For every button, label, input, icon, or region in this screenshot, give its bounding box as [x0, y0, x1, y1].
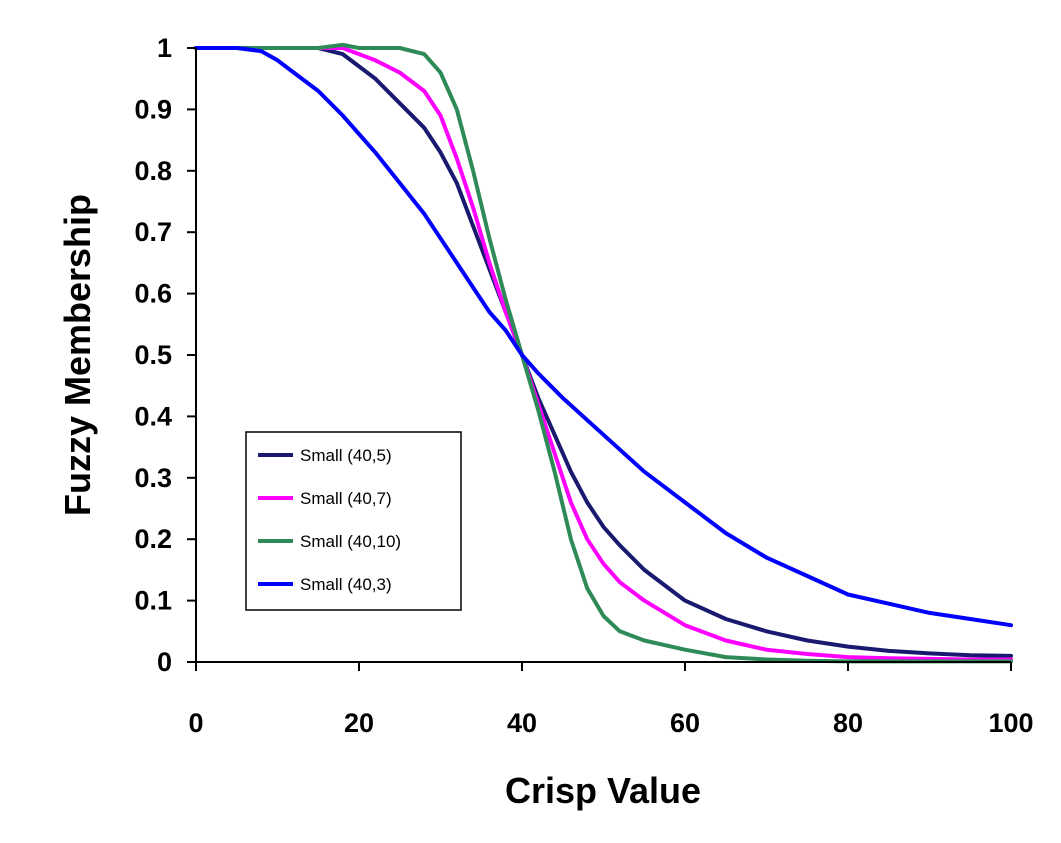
y-tick-label: 0.1 — [134, 586, 172, 616]
x-tick-label: 60 — [670, 708, 700, 738]
y-tick-label: 0.4 — [134, 401, 172, 431]
y-tick-label: 0 — [157, 647, 172, 677]
x-axis-title: Crisp Value — [505, 770, 701, 811]
x-tick-label: 40 — [507, 708, 537, 738]
series-line-4 — [194, 46, 1013, 628]
legend-label: Small (40,3) — [300, 575, 392, 594]
y-tick-label: 0.7 — [134, 217, 172, 247]
legend-box — [245, 431, 462, 611]
y-axis-title: Fuzzy Membership — [57, 194, 98, 516]
legend-label: Small (40,5) — [300, 446, 392, 465]
legend: Small (40,5) Small (40,7) Small (40,10) Sma… — [245, 431, 462, 611]
y-tick-label: 0.5 — [134, 340, 172, 370]
plot-lines — [194, 42, 1013, 664]
x-tick-label: 80 — [833, 708, 863, 738]
y-tick-label: 0.6 — [134, 279, 172, 309]
y-tick-label: 1 — [157, 33, 172, 63]
series-line-3 — [194, 42, 1013, 664]
y-tick-label: 0.9 — [134, 94, 172, 124]
y-tick-label: 0.3 — [134, 463, 172, 493]
legend-label: Small (40,10) — [300, 532, 401, 551]
x-tick-label: 100 — [988, 708, 1033, 738]
axes: 0 0.1 0.2 0.3 0.4 0.5 0.6 0.7 0.8 0.9 1 0 20 40 60 80 1… — [134, 33, 1033, 738]
x-tick-label: 20 — [344, 708, 374, 738]
y-ticks: 0 0.1 0.2 0.3 0.4 0.5 0.6 0.7 0.8 0.9 1 — [134, 33, 196, 677]
y-tick-label: 0.8 — [134, 156, 172, 186]
x-tick-label: 0 — [188, 708, 203, 738]
y-tick-label: 0.2 — [134, 524, 172, 554]
x-ticks: 0 20 40 60 80 100 — [188, 662, 1034, 738]
legend-label: Small (40,7) — [300, 489, 392, 508]
